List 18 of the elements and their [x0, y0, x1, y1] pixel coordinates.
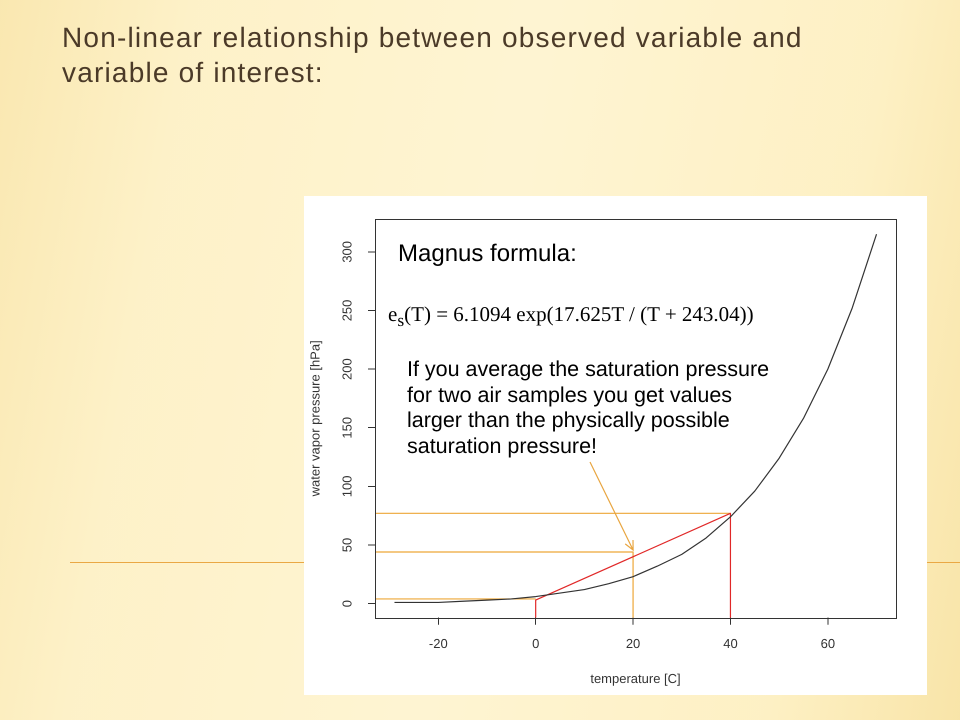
x-tick-label: 20 — [626, 636, 640, 652]
y-tick-label: 50 — [340, 538, 355, 552]
chart-title: Non-linear relationship between observed variable and variable of interest: — [62, 21, 804, 90]
x-tick-label: 40 — [723, 636, 738, 652]
y-tick-label: 200 — [340, 358, 355, 380]
annotation: Magnus formula: — [398, 240, 577, 268]
y-tick-label: 250 — [340, 300, 355, 322]
x-tick-label: 60 — [820, 636, 836, 652]
y-tick-label: 0 — [340, 600, 355, 608]
y-tick-label: 100 — [340, 476, 355, 498]
y-axis-title: water vapor pressure [hPa] — [307, 340, 322, 498]
x-axis-title: temperature [C] — [590, 670, 681, 686]
x-tick-label: -20 — [428, 636, 448, 652]
y-tick-label: 150 — [340, 416, 355, 439]
y-tick-label: 300 — [340, 240, 355, 263]
x-tick-label: 0 — [532, 636, 540, 652]
annotation: e$_{s}$(T) = 6.1094 exp(17.625T / (T + 243.04)) — [388, 302, 754, 332]
annotation: If you average the saturation pressure for two air samples you get values larger than the physically possible saturation pressure! — [407, 357, 770, 459]
